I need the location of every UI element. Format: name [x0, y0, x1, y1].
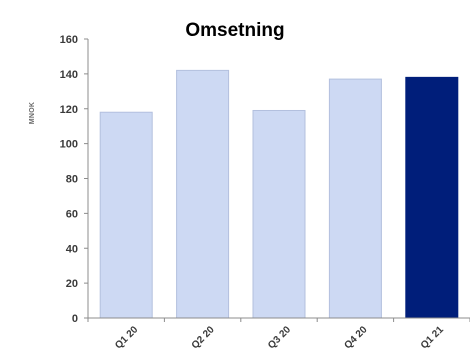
- bar-q4-20: [328, 78, 382, 319]
- x-tick-label: Q3 20: [266, 324, 293, 351]
- y-tick-label: 0: [72, 313, 78, 325]
- x-tick-label: Q2 20: [190, 324, 217, 351]
- y-tick-label: 100: [60, 139, 78, 151]
- y-tick-label: 40: [66, 243, 78, 255]
- y-tick-label: 20: [66, 278, 78, 290]
- bars-group: [99, 69, 459, 319]
- bar-q1-21: [405, 76, 459, 319]
- axes-group: [87, 39, 470, 319]
- bar-q3-20: [252, 109, 306, 319]
- chart-title: Omsetning: [185, 20, 284, 41]
- bar-q1-20: [99, 111, 153, 319]
- y-tick-label: 140: [60, 69, 78, 81]
- y-tick-label: 120: [60, 104, 78, 116]
- y-axis-label: MNOK: [29, 102, 36, 125]
- bar-q2-20: [176, 69, 230, 319]
- x-tick-label: Q4 20: [342, 324, 369, 351]
- y-tick-label: 80: [66, 174, 78, 186]
- y-tick-label: 60: [66, 208, 78, 220]
- y-tick-label: 160: [60, 34, 78, 46]
- y-axis-ticks: 0 20 40 60 80 100 120 140 160: [60, 34, 88, 325]
- x-tick-label: Q1 20: [113, 324, 140, 351]
- x-axis-ticks: Q1 20 Q2 20 Q3 20 Q4 20 Q1 21: [87, 318, 470, 351]
- x-tick-label: Q1 21: [419, 324, 446, 351]
